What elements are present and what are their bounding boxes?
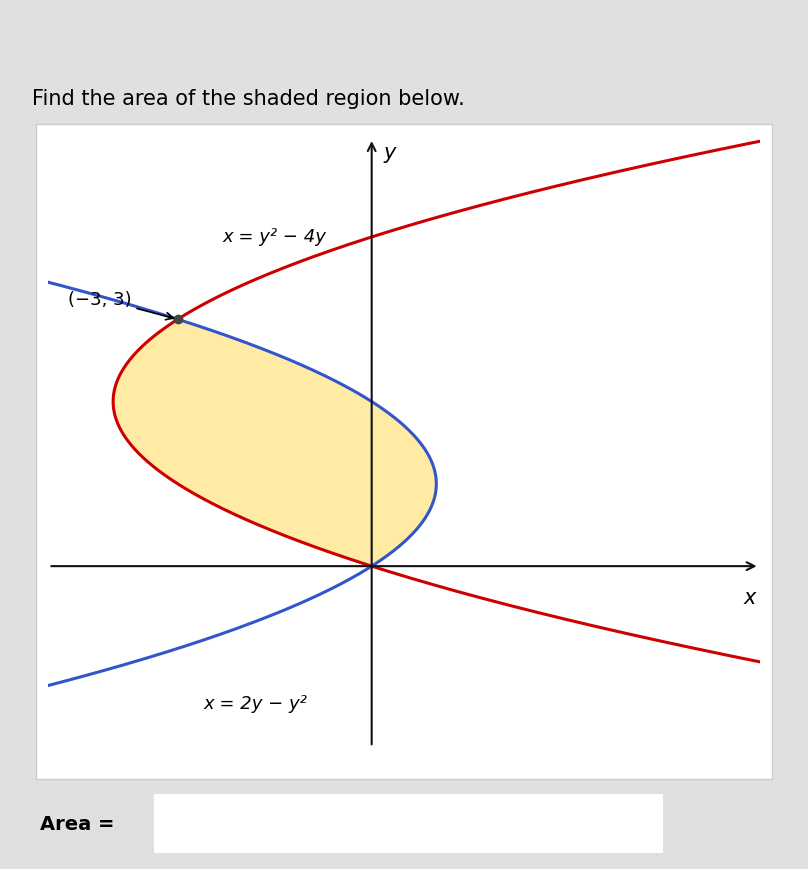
Text: (−3, 3): (−3, 3)	[68, 290, 173, 321]
Text: Area =: Area =	[40, 814, 115, 833]
Text: y: y	[383, 143, 396, 163]
FancyBboxPatch shape	[36, 125, 772, 779]
Text: Find the area of the shaded region below.: Find the area of the shaded region below…	[32, 89, 465, 109]
Text: x = y² − 4y: x = y² − 4y	[223, 228, 326, 246]
Text: x: x	[744, 587, 756, 607]
FancyBboxPatch shape	[128, 792, 688, 856]
Text: x = 2y − y²: x = 2y − y²	[204, 694, 307, 712]
